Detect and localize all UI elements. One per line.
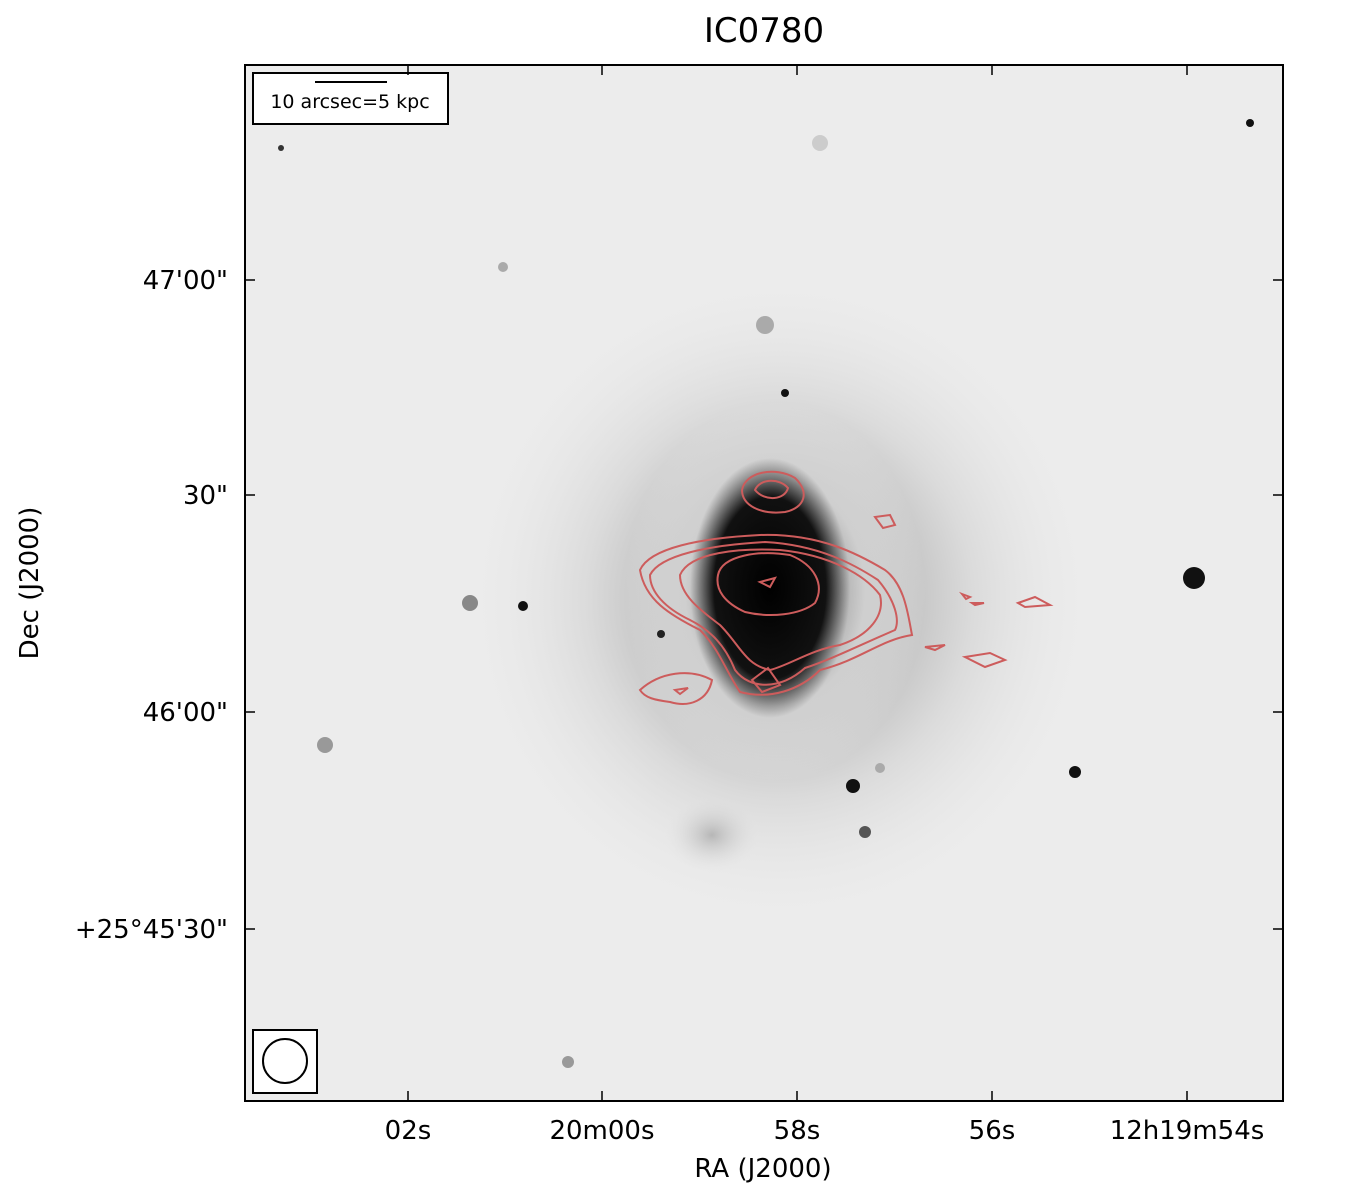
y-axis-label: Dec (J2000) xyxy=(15,507,45,660)
scale-bar-label: 10 arcsec=5 kpc xyxy=(270,91,429,113)
plot-frame xyxy=(244,64,1284,1102)
x-tick-label: 20m00s xyxy=(549,1116,654,1146)
y-tick-label: 46'00" xyxy=(143,698,228,728)
x-axis-label: RA (J2000) xyxy=(694,1154,831,1184)
axes: RA (J2000) Dec (J2000) 02s 20m00s 58s 56s 12… xyxy=(15,65,1283,1184)
contours xyxy=(638,470,1054,705)
sky-image xyxy=(245,65,1283,1101)
scale-bar: 10 arcsec=5 kpc xyxy=(252,72,449,125)
x-tick-label: 12h19m54s xyxy=(1110,1116,1265,1146)
y-tick-label: +25°45'30" xyxy=(75,915,228,945)
y-tick-label: 30" xyxy=(183,481,228,511)
beam xyxy=(252,1029,318,1094)
x-tick-label: 56s xyxy=(969,1116,1016,1146)
x-tick-label: 58s xyxy=(774,1116,821,1146)
x-tick-label: 02s xyxy=(385,1116,432,1146)
y-tick-label: 47'00" xyxy=(143,266,228,296)
title: IC0780 xyxy=(704,11,824,51)
